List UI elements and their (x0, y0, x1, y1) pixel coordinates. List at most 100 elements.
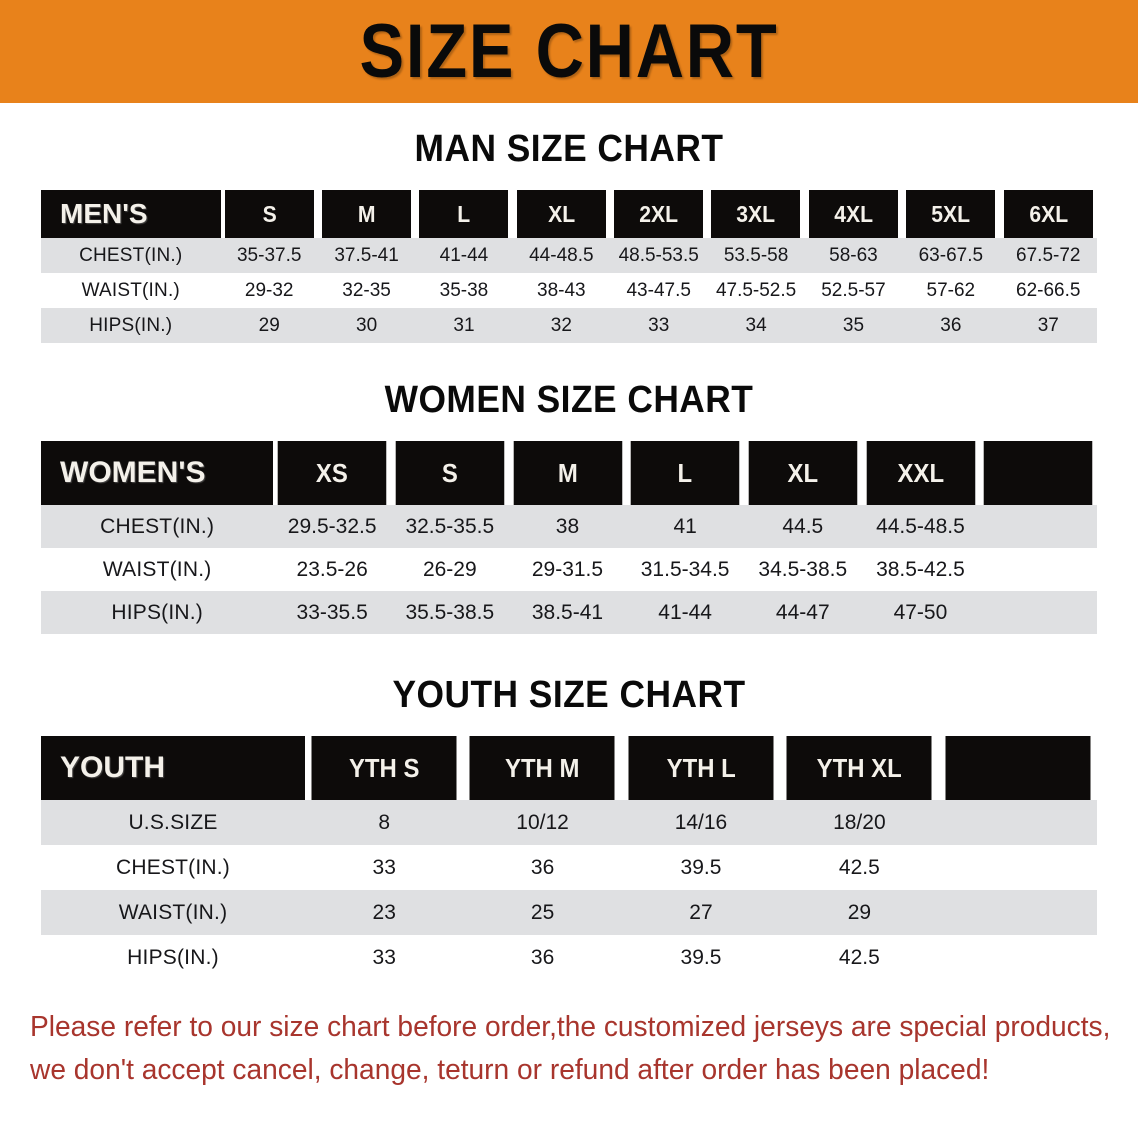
table-row: U.S.SIZE 8 10/12 14/16 18/20 (41, 800, 1097, 845)
youth-size-header: YTH M (469, 736, 616, 800)
man-size-header: 4XL (808, 190, 899, 238)
youth-cell-value: 27 (621, 890, 781, 935)
man-row-label: WAIST(IN.) (41, 273, 221, 308)
youth-size-header: YTH L (628, 736, 774, 800)
women-cell-filler (979, 505, 1097, 548)
man-cell-value: 29-32 (220, 273, 318, 308)
women-row-label: HIPS(IN.) (41, 591, 274, 634)
man-row-label: CHEST(IN.) (41, 238, 221, 273)
youth-size-table: YOUTH YTH S YTH M YTH L YTH XL U.S.SIZE 8 10/1… (41, 736, 1097, 980)
man-cell-value: 37.5-41 (317, 238, 416, 273)
page-banner: SIZE CHART (0, 0, 1138, 103)
women-cell-value: 44.5-48.5 (861, 505, 980, 548)
women-cell-value: 38 (508, 505, 627, 548)
youth-cell-value: 10/12 (463, 800, 622, 845)
man-size-header: 6XL (1003, 190, 1094, 238)
man-table-head: MEN'S S M L XL 2XL 3XL 4XL 5XL 6XL (41, 190, 1097, 238)
youth-corner-header: YOUTH (41, 736, 305, 800)
women-size-header: XXL (866, 441, 975, 505)
youth-table-wrapper: YOUTH YTH S YTH M YTH L YTH XL U.S.SIZE 8 10/1… (41, 736, 1097, 980)
youth-cell-value: 25 (463, 890, 622, 935)
man-cell-value: 52.5-57 (804, 273, 903, 308)
table-row: WAIST(IN.) 23.5-26 26-29 29-31.5 31.5-34.5 34… (41, 548, 1097, 591)
women-row-label: CHEST(IN.) (41, 505, 274, 548)
women-size-header: XS (278, 441, 387, 505)
table-row: CHEST(IN.) 33 36 39.5 42.5 (41, 845, 1097, 890)
man-cell-value: 43-47.5 (610, 273, 708, 308)
man-cell-value: 33 (610, 308, 708, 343)
women-size-header: XL (748, 441, 857, 505)
women-size-table: WOMEN'S XS S M L XL XXL CHEST(IN.) 29.5-32.5 32.… (41, 441, 1097, 634)
women-cell-value: 41-44 (626, 591, 744, 634)
man-table-body: CHEST(IN.) 35-37.5 37.5-41 41-44 44-48.5 48.5… (41, 238, 1097, 343)
man-size-header: 5XL (906, 190, 996, 238)
women-corner-header: WOMEN'S (41, 441, 274, 505)
youth-cell-filler (938, 800, 1097, 845)
youth-cell-value: 18/20 (780, 800, 939, 845)
women-table-head: WOMEN'S XS S M L XL XXL (41, 441, 1097, 505)
youth-table-head: YOUTH YTH S YTH M YTH L YTH XL (41, 736, 1097, 800)
youth-cell-value: 33 (305, 845, 464, 890)
man-cell-value: 48.5-53.5 (610, 238, 708, 273)
man-table-wrapper: MEN'S S M L XL 2XL 3XL 4XL 5XL 6XL CHEST(IN.) 35-3… (41, 190, 1097, 343)
page-title: SIZE CHART (359, 8, 779, 94)
youth-cell-filler (938, 935, 1097, 980)
man-cell-value: 63-67.5 (902, 238, 1000, 273)
women-cell-value: 23.5-26 (273, 548, 391, 591)
table-row: CHEST(IN.) 29.5-32.5 32.5-35.5 38 41 44.5 44.5… (41, 505, 1097, 548)
man-section-title: MAN SIZE CHART (414, 128, 724, 170)
youth-cell-value: 33 (305, 935, 464, 980)
women-cell-value: 29-31.5 (508, 548, 627, 591)
man-corner-header: MEN'S (41, 190, 221, 238)
table-row: WAIST(IN.) 23 25 27 29 (41, 890, 1097, 935)
disclaimer-line-1: Please refer to our size chart before or… (30, 1011, 1111, 1043)
youth-cell-value: 42.5 (780, 935, 939, 980)
man-size-table: MEN'S S M L XL 2XL 3XL 4XL 5XL 6XL CHEST(IN.) 35-3… (41, 190, 1097, 343)
youth-cell-value: 29 (780, 890, 939, 935)
man-cell-value: 35-37.5 (220, 238, 318, 273)
youth-cell-value: 42.5 (780, 845, 939, 890)
youth-row-label: CHEST(IN.) (41, 845, 305, 890)
man-cell-value: 32-35 (317, 273, 416, 308)
man-row-label: HIPS(IN.) (41, 308, 221, 343)
women-size-header: M (513, 441, 622, 505)
women-cell-value: 44-47 (743, 591, 862, 634)
youth-cell-value: 36 (463, 935, 622, 980)
youth-size-header: YTH XL (786, 736, 933, 800)
man-cell-value: 53.5-58 (707, 238, 805, 273)
youth-cell-value: 23 (305, 890, 464, 935)
man-cell-value: 57-62 (902, 273, 1000, 308)
man-cell-value: 67.5-72 (999, 238, 1097, 273)
women-size-header: S (395, 441, 504, 505)
man-cell-value: 44-48.5 (512, 238, 611, 273)
youth-cell-value: 36 (463, 845, 622, 890)
order-disclaimer: Please refer to our size chart before or… (30, 1006, 1111, 1092)
man-cell-value: 37 (999, 308, 1097, 343)
disclaimer-line-2: we don't accept cancel, change, teturn o… (30, 1053, 990, 1086)
man-cell-value: 32 (512, 308, 611, 343)
man-cell-value: 47.5-52.5 (707, 273, 805, 308)
youth-header-filler (944, 736, 1091, 800)
youth-section-title: YOUTH SIZE CHART (392, 674, 746, 716)
women-header-row: WOMEN'S XS S M L XL XXL (41, 441, 1097, 505)
man-cell-value: 36 (902, 308, 1000, 343)
women-cell-filler (979, 591, 1097, 634)
women-cell-value: 32.5-35.5 (390, 505, 509, 548)
women-table-wrapper: WOMEN'S XS S M L XL XXL CHEST(IN.) 29.5-32.5 32.… (41, 441, 1097, 634)
man-cell-value: 58-63 (804, 238, 903, 273)
table-row: WAIST(IN.) 29-32 32-35 35-38 38-43 43-47.5 47.… (41, 273, 1097, 308)
women-cell-value: 26-29 (390, 548, 509, 591)
man-size-header: S (224, 190, 315, 238)
youth-row-label: HIPS(IN.) (41, 935, 305, 980)
youth-cell-filler (938, 890, 1097, 935)
table-row: CHEST(IN.) 35-37.5 37.5-41 41-44 44-48.5 48.5… (41, 238, 1097, 273)
youth-row-label: WAIST(IN.) (41, 890, 305, 935)
women-cell-value: 34.5-38.5 (743, 548, 862, 591)
women-cell-value: 41 (626, 505, 744, 548)
man-header-row: MEN'S S M L XL 2XL 3XL 4XL 5XL 6XL (41, 190, 1097, 238)
man-size-header: 2XL (613, 190, 704, 238)
women-size-header: L (631, 441, 740, 505)
youth-row-label: U.S.SIZE (41, 800, 305, 845)
youth-cell-value: 14/16 (621, 800, 781, 845)
table-row: HIPS(IN.) 33 36 39.5 42.5 (41, 935, 1097, 980)
